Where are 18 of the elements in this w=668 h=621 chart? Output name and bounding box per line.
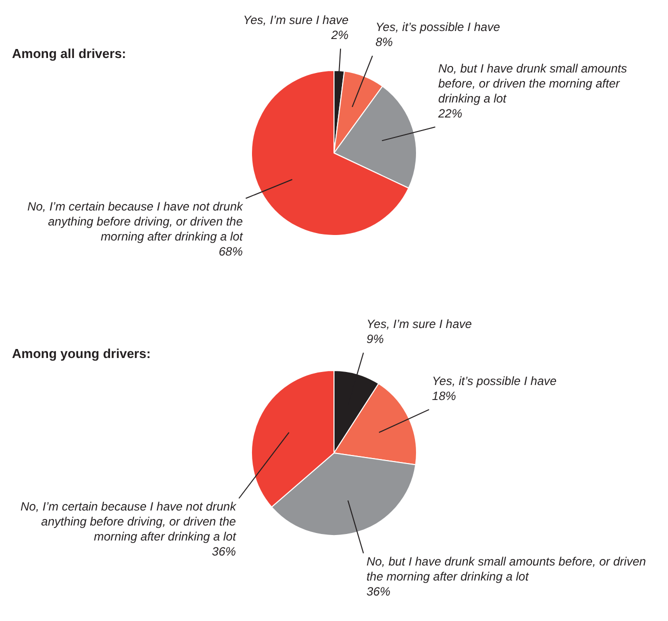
- slice-label: Yes, I’m sure I have: [243, 13, 349, 28]
- data-label: 2%: [330, 28, 349, 42]
- slice-label: No, I’m certain because I have not drunk anything before driving, or driven the morning after drinking a lot: [20, 500, 237, 544]
- slice-label: Yes, I’m sure I have: [366, 317, 472, 332]
- data-label: 9%: [366, 332, 384, 346]
- data-label: 22%: [437, 106, 463, 120]
- slice-label: Yes, it’s possible I have: [375, 20, 500, 34]
- slice-label: No, I’m certain because I have not drunk anything before driving, or driven the morning after drinking a lot: [27, 200, 244, 244]
- data-label: 8%: [375, 35, 394, 50]
- text: Among all drivers:: [12, 46, 126, 62]
- data-label: 18%: [432, 388, 456, 403]
- data-label: 36%: [366, 584, 391, 599]
- slice-label: No, but I have drunk small amounts before, or driven the morning after drinking a lot: [366, 554, 646, 584]
- text: Among young drivers:: [12, 346, 151, 362]
- data-label: 68%: [218, 244, 244, 259]
- slice-label: No, but I have drunk small amounts before, or driven the morning after drinking a lot: [438, 61, 627, 106]
- data-label: 36%: [212, 544, 236, 559]
- slice-label: Yes, it’s possible I have: [432, 374, 557, 388]
